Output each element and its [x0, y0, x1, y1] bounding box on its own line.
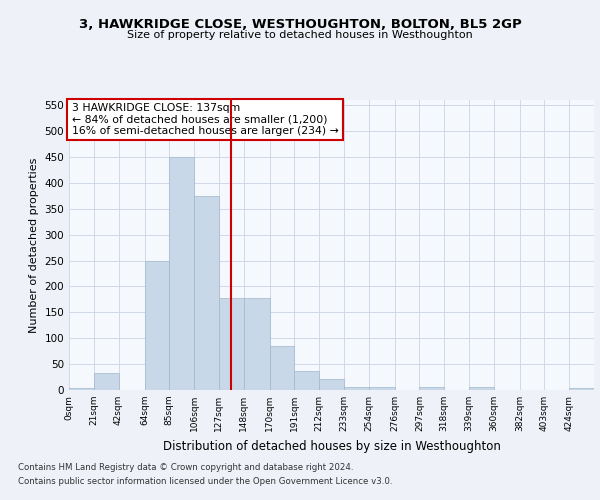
Bar	[94, 374, 119, 390]
Bar	[69, 388, 94, 390]
Bar	[319, 378, 344, 390]
Bar	[244, 298, 269, 390]
Bar	[145, 260, 169, 390]
Bar	[344, 387, 368, 390]
Text: Size of property relative to detached houses in Westhoughton: Size of property relative to detached ho…	[127, 30, 473, 40]
Text: 3, HAWKRIDGE CLOSE, WESTHOUGHTON, BOLTON, BL5 2GP: 3, HAWKRIDGE CLOSE, WESTHOUGHTON, BOLTON…	[79, 18, 521, 30]
Text: 3 HAWKRIDGE CLOSE: 137sqm
← 84% of detached houses are smaller (1,200)
16% of se: 3 HAWKRIDGE CLOSE: 137sqm ← 84% of detac…	[71, 103, 338, 136]
Bar	[569, 388, 594, 390]
Text: Contains HM Land Registry data © Crown copyright and database right 2024.: Contains HM Land Registry data © Crown c…	[18, 464, 353, 472]
Bar	[419, 388, 444, 390]
Bar	[368, 388, 395, 390]
Bar	[194, 196, 219, 390]
Bar	[269, 346, 295, 390]
Bar	[295, 371, 319, 390]
Bar	[169, 158, 194, 390]
Text: Contains public sector information licensed under the Open Government Licence v3: Contains public sector information licen…	[18, 477, 392, 486]
Bar	[219, 298, 244, 390]
Y-axis label: Number of detached properties: Number of detached properties	[29, 158, 39, 332]
X-axis label: Distribution of detached houses by size in Westhoughton: Distribution of detached houses by size …	[163, 440, 500, 452]
Bar	[469, 388, 494, 390]
